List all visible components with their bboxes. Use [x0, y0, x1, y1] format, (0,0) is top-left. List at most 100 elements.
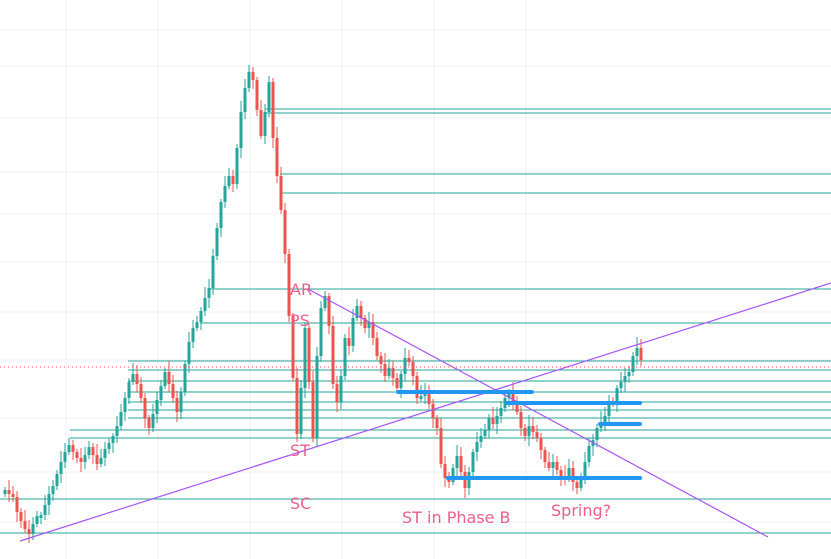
candle-body — [547, 462, 551, 468]
candle-body — [63, 452, 67, 462]
candle-body — [559, 470, 563, 476]
candle-body — [327, 296, 331, 326]
candle-body — [415, 376, 419, 398]
candle-body — [339, 376, 343, 402]
candle-body — [579, 476, 583, 488]
candle-body — [319, 308, 323, 356]
candle-body — [215, 228, 219, 256]
candle-body — [595, 428, 599, 440]
candle-body — [199, 311, 203, 322]
candle-body — [419, 396, 423, 399]
candle-body — [223, 186, 227, 202]
candle-body — [167, 372, 171, 384]
candle-body — [159, 386, 163, 400]
candle-body — [15, 497, 19, 512]
candle-body — [619, 382, 623, 388]
candle-body — [283, 210, 287, 254]
candle-body — [439, 428, 443, 464]
candle-body — [403, 358, 407, 374]
trendlines — [19, 282, 831, 542]
candle-body — [367, 322, 371, 328]
candle-body — [571, 468, 575, 482]
candle-body — [87, 447, 91, 455]
candle-body — [431, 404, 435, 418]
candle-body — [583, 462, 587, 476]
candle-body — [371, 322, 375, 338]
candle-body — [531, 426, 535, 432]
candle-body — [399, 374, 403, 388]
candle-body — [427, 392, 431, 404]
candle-body — [27, 529, 31, 534]
candle-body — [267, 82, 271, 112]
candle-body — [539, 438, 543, 450]
candle-body — [99, 458, 103, 464]
candle-body — [75, 452, 79, 458]
candle-body — [71, 445, 75, 452]
candle-body — [243, 88, 247, 112]
candle-body — [347, 338, 351, 346]
candle-body — [55, 474, 59, 486]
candle-body — [603, 416, 607, 422]
annotation-label: PS — [290, 311, 310, 330]
candlesticks — [3, 65, 643, 543]
candle-body — [627, 372, 631, 376]
candle-body — [131, 374, 135, 382]
candle-body — [175, 398, 179, 412]
candle-body — [451, 468, 455, 482]
candle-body — [163, 372, 167, 386]
candle-body — [543, 450, 547, 462]
candle-body — [183, 364, 187, 392]
wyckoff-annotations: AR PS ST SC ST in Phase B Spring? — [290, 280, 611, 527]
candle-body — [499, 408, 503, 416]
candle-body — [187, 342, 191, 364]
candle-body — [83, 455, 87, 462]
annotation-label: SC — [290, 494, 311, 513]
candle-body — [567, 468, 571, 478]
candle-body — [23, 521, 27, 529]
candle-body — [487, 418, 491, 430]
candle-body — [219, 202, 223, 228]
candle-body — [359, 306, 363, 318]
candle-body — [299, 388, 303, 434]
candle-body — [43, 505, 47, 515]
candle-body — [411, 362, 415, 376]
candle-body — [135, 374, 139, 384]
candle-body — [535, 432, 539, 438]
candle-body — [143, 398, 147, 418]
candle-body — [295, 378, 299, 434]
candle-body — [307, 328, 311, 382]
candle-body — [47, 494, 51, 505]
candle-body — [31, 524, 35, 534]
candle-body — [459, 456, 463, 472]
candle-body — [279, 176, 283, 210]
candle-body — [211, 256, 215, 288]
candle-body — [227, 176, 231, 186]
candle-body — [575, 482, 579, 488]
annotation-label: ST — [290, 441, 310, 460]
candle-body — [455, 456, 459, 468]
candle-body — [511, 392, 515, 404]
candle-body — [235, 148, 239, 184]
candle-body — [255, 80, 259, 110]
candle-body — [495, 416, 499, 424]
candle-body — [35, 516, 39, 524]
candle-body — [287, 254, 291, 316]
candle-body — [315, 356, 319, 438]
candle-body — [59, 462, 63, 474]
candle-body — [435, 418, 439, 428]
candle-body — [607, 402, 611, 416]
candle-body — [631, 356, 635, 372]
annotation-label: AR — [290, 280, 312, 299]
candle-body — [171, 384, 175, 398]
candle-body — [191, 328, 195, 342]
candle-body — [111, 436, 115, 443]
candle-body — [19, 512, 23, 521]
candle-body — [291, 316, 295, 378]
candle-body — [79, 458, 83, 462]
descending-trendline — [307, 288, 769, 538]
candle-body — [383, 364, 387, 376]
candle-body — [363, 318, 367, 328]
candle-body — [391, 368, 395, 378]
candle-body — [395, 378, 399, 388]
candle-body — [483, 430, 487, 436]
